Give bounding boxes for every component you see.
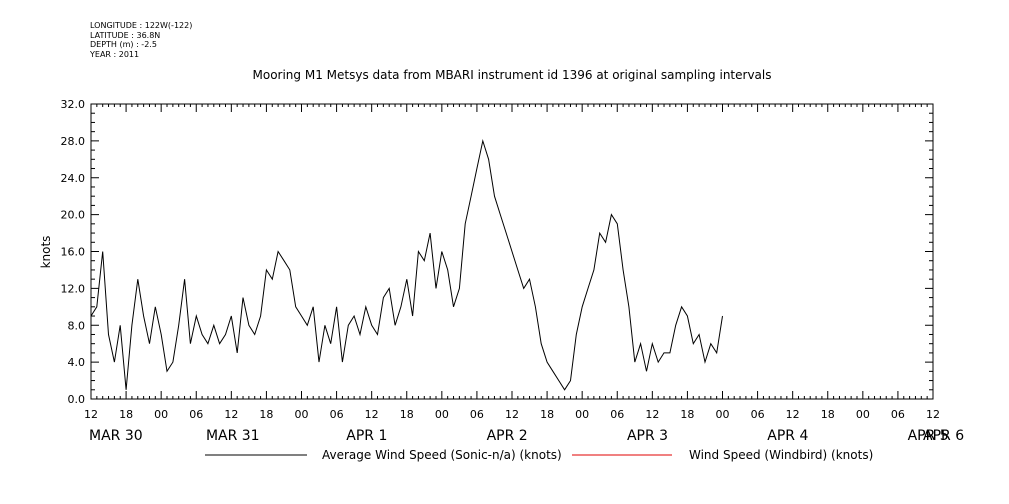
chart-title: Mooring M1 Metsys data from MBARI instru…	[253, 68, 772, 82]
x-hour-label: 06	[330, 408, 344, 421]
y-tick-label: 4.0	[68, 356, 86, 369]
y-tick-label: 16.0	[61, 246, 86, 259]
y-tick-label: 28.0	[61, 135, 86, 148]
legend: Average Wind Speed (Sonic-n/a) (knots) Wi…	[205, 448, 873, 462]
x-hour-label: 18	[119, 408, 133, 421]
x-date-label: APR 3	[627, 428, 668, 444]
x-date-label: MAR 31	[206, 428, 260, 444]
x-date-label: APR 2	[487, 428, 528, 444]
x-hour-label: 00	[575, 408, 589, 421]
series-line-1	[90, 138, 723, 391]
x-hour-label: 06	[751, 408, 765, 421]
x-date-label: APR 4	[767, 428, 808, 444]
x-hour-label: 00	[716, 408, 730, 421]
x-hour-label: 00	[435, 408, 449, 421]
x-hour-label: 06	[891, 408, 905, 421]
y-axis-label: knots	[39, 236, 53, 269]
x-hour-label: 12	[926, 408, 940, 421]
y-axis-ticks: 0.0 4.0 8.0 12.0 16.0 20.0 24.0 28.0 32.0	[61, 98, 933, 406]
x-hour-label: 12	[645, 408, 659, 421]
longitude-label: LONGITUDE : 122W(-122)	[90, 21, 193, 30]
legend-entry-1: Average Wind Speed (Sonic-n/a) (knots)	[322, 448, 562, 462]
x-hour-label: 00	[154, 408, 168, 421]
x-hour-label: 06	[189, 408, 203, 421]
series-layer	[90, 138, 723, 391]
x-date-label: APR 5	[908, 428, 949, 444]
x-hour-label: 00	[295, 408, 309, 421]
x-hour-label: 12	[505, 408, 519, 421]
x-hour-label: 12	[84, 408, 98, 421]
x-hour-label: 18	[259, 408, 273, 421]
y-tick-label: 24.0	[61, 172, 86, 185]
x-hour-label: 18	[680, 408, 694, 421]
x-hour-label: 12	[786, 408, 800, 421]
x-hour-label: 18	[400, 408, 414, 421]
depth-label: DEPTH (m) : -2.5	[90, 40, 157, 49]
legend-entry-2: Wind Speed (Windbird) (knots)	[689, 448, 873, 462]
y-tick-label: 12.0	[61, 282, 86, 295]
y-tick-label: 20.0	[61, 209, 86, 222]
x-hour-label: 18	[821, 408, 835, 421]
x-date-label: APR 6	[923, 428, 964, 444]
x-axis-ticks: 12 18 00 06 12 18 00 06 12 18 00 06 12 18 00 06 12 18 00 06…	[84, 104, 964, 444]
station-metadata: LONGITUDE : 122W(-122) LATITUDE : 36.8N …	[90, 21, 192, 59]
x-hour-label: 18	[540, 408, 554, 421]
x-hour-label: 00	[856, 408, 870, 421]
year-label: YEAR : 2011	[90, 49, 140, 59]
x-date-label: MAR 30	[89, 428, 143, 444]
x-hour-label: 12	[365, 408, 379, 421]
x-hour-label: 06	[610, 408, 624, 421]
latitude-label: LATITUDE : 36.8N	[90, 30, 161, 40]
x-hour-label: 06	[470, 408, 484, 421]
y-tick-label: 8.0	[68, 319, 86, 332]
y-tick-label: 0.0	[68, 393, 86, 406]
x-hour-label: 12	[224, 408, 238, 421]
y-tick-label: 32.0	[61, 98, 86, 111]
x-date-label: APR 1	[346, 428, 387, 444]
